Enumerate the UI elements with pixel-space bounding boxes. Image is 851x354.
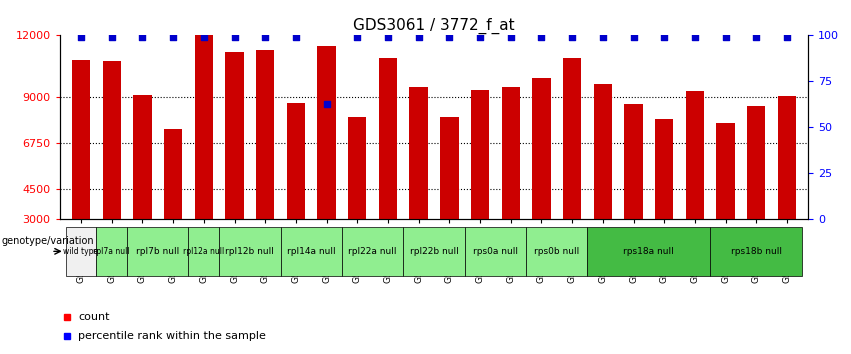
Bar [134, 95, 151, 219]
Bar [226, 52, 243, 219]
Point [289, 34, 303, 40]
Bar [440, 117, 459, 219]
Bar [747, 106, 766, 219]
Point [534, 34, 548, 40]
Bar [778, 96, 797, 219]
Point [657, 34, 671, 40]
Point [443, 34, 456, 40]
Point [135, 34, 149, 40]
Text: rpl12b null: rpl12b null [226, 247, 274, 256]
Bar [563, 58, 581, 219]
Point [228, 34, 242, 40]
Text: rps18b null: rps18b null [731, 247, 782, 256]
Point [381, 34, 395, 40]
FancyBboxPatch shape [281, 227, 342, 276]
Bar [348, 117, 367, 219]
Point [750, 34, 763, 40]
Bar [256, 50, 274, 219]
Text: rps0a null: rps0a null [473, 247, 518, 256]
FancyBboxPatch shape [96, 227, 127, 276]
FancyBboxPatch shape [526, 227, 587, 276]
FancyBboxPatch shape [127, 227, 188, 276]
Point [504, 34, 517, 40]
Text: percentile rank within the sample: percentile rank within the sample [78, 331, 266, 341]
Bar [317, 46, 336, 219]
Bar [195, 35, 213, 219]
Bar [409, 86, 428, 219]
Text: rps18a null: rps18a null [624, 247, 674, 256]
Bar [102, 61, 121, 219]
FancyBboxPatch shape [711, 227, 802, 276]
FancyBboxPatch shape [342, 227, 403, 276]
Text: rpl14a null: rpl14a null [287, 247, 335, 256]
Bar [71, 60, 90, 219]
Bar [655, 119, 673, 219]
Bar [501, 86, 520, 219]
Bar [379, 58, 397, 219]
Point [105, 34, 118, 40]
Bar [686, 91, 704, 219]
Point [412, 34, 426, 40]
Bar [287, 103, 306, 219]
Text: rps0b null: rps0b null [534, 247, 580, 256]
Text: rpl7b null: rpl7b null [136, 247, 180, 256]
Bar [532, 78, 551, 219]
Text: count: count [78, 312, 110, 322]
Text: genotype/variation: genotype/variation [2, 236, 94, 246]
Bar [164, 130, 182, 219]
Point [596, 34, 609, 40]
Point [166, 34, 180, 40]
FancyBboxPatch shape [220, 227, 281, 276]
FancyBboxPatch shape [66, 227, 96, 276]
Point [780, 34, 794, 40]
Text: rpl12a null: rpl12a null [183, 247, 225, 256]
Bar [594, 85, 612, 219]
Point [197, 34, 211, 40]
Text: rpl22a null: rpl22a null [348, 247, 397, 256]
FancyBboxPatch shape [465, 227, 526, 276]
Text: rpl22b null: rpl22b null [409, 247, 459, 256]
Point [351, 34, 364, 40]
Title: GDS3061 / 3772_f_at: GDS3061 / 3772_f_at [353, 18, 515, 34]
Point [688, 34, 702, 40]
Point [565, 34, 579, 40]
Point [626, 34, 640, 40]
Text: rpl7a null: rpl7a null [94, 247, 130, 256]
FancyBboxPatch shape [403, 227, 465, 276]
Point [74, 34, 88, 40]
FancyBboxPatch shape [587, 227, 711, 276]
Bar [625, 104, 643, 219]
Point [473, 34, 487, 40]
Bar [717, 123, 734, 219]
FancyBboxPatch shape [188, 227, 220, 276]
Point [719, 34, 733, 40]
Point [259, 34, 272, 40]
Bar [471, 90, 489, 219]
Text: wild type: wild type [64, 247, 99, 256]
Point [320, 101, 334, 106]
